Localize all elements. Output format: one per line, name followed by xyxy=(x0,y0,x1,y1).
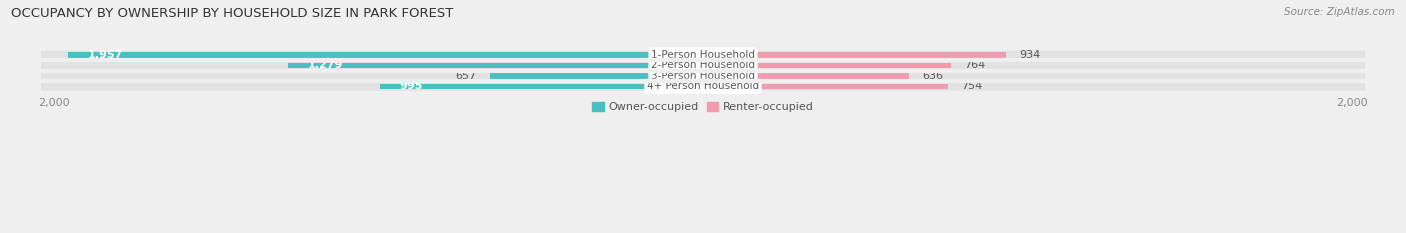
FancyBboxPatch shape xyxy=(41,72,1365,80)
Text: 1,957: 1,957 xyxy=(87,50,122,60)
Text: OCCUPANCY BY OWNERSHIP BY HOUSEHOLD SIZE IN PARK FOREST: OCCUPANCY BY OWNERSHIP BY HOUSEHOLD SIZE… xyxy=(11,7,454,20)
Text: 1-Person Household: 1-Person Household xyxy=(651,50,755,60)
Text: 995: 995 xyxy=(399,81,423,91)
Text: 2-Person Household: 2-Person Household xyxy=(651,60,755,70)
Text: 1,279: 1,279 xyxy=(308,60,343,70)
Bar xyxy=(67,52,703,58)
FancyBboxPatch shape xyxy=(41,82,1365,91)
Text: 3-Person Household: 3-Person Household xyxy=(651,71,755,81)
Bar xyxy=(703,84,948,89)
Text: 754: 754 xyxy=(960,81,981,91)
Bar xyxy=(703,73,910,79)
Text: 4+ Person Household: 4+ Person Household xyxy=(647,81,759,91)
Bar xyxy=(489,73,703,79)
FancyBboxPatch shape xyxy=(41,61,1365,70)
Text: 657: 657 xyxy=(456,71,477,81)
Bar xyxy=(288,63,703,68)
Bar xyxy=(703,52,1007,58)
Text: 934: 934 xyxy=(1019,50,1040,60)
Bar xyxy=(703,63,950,68)
Text: 764: 764 xyxy=(965,60,986,70)
Legend: Owner-occupied, Renter-occupied: Owner-occupied, Renter-occupied xyxy=(588,98,818,117)
FancyBboxPatch shape xyxy=(41,51,1365,59)
Text: 636: 636 xyxy=(922,71,943,81)
Bar xyxy=(380,84,703,89)
Text: Source: ZipAtlas.com: Source: ZipAtlas.com xyxy=(1284,7,1395,17)
